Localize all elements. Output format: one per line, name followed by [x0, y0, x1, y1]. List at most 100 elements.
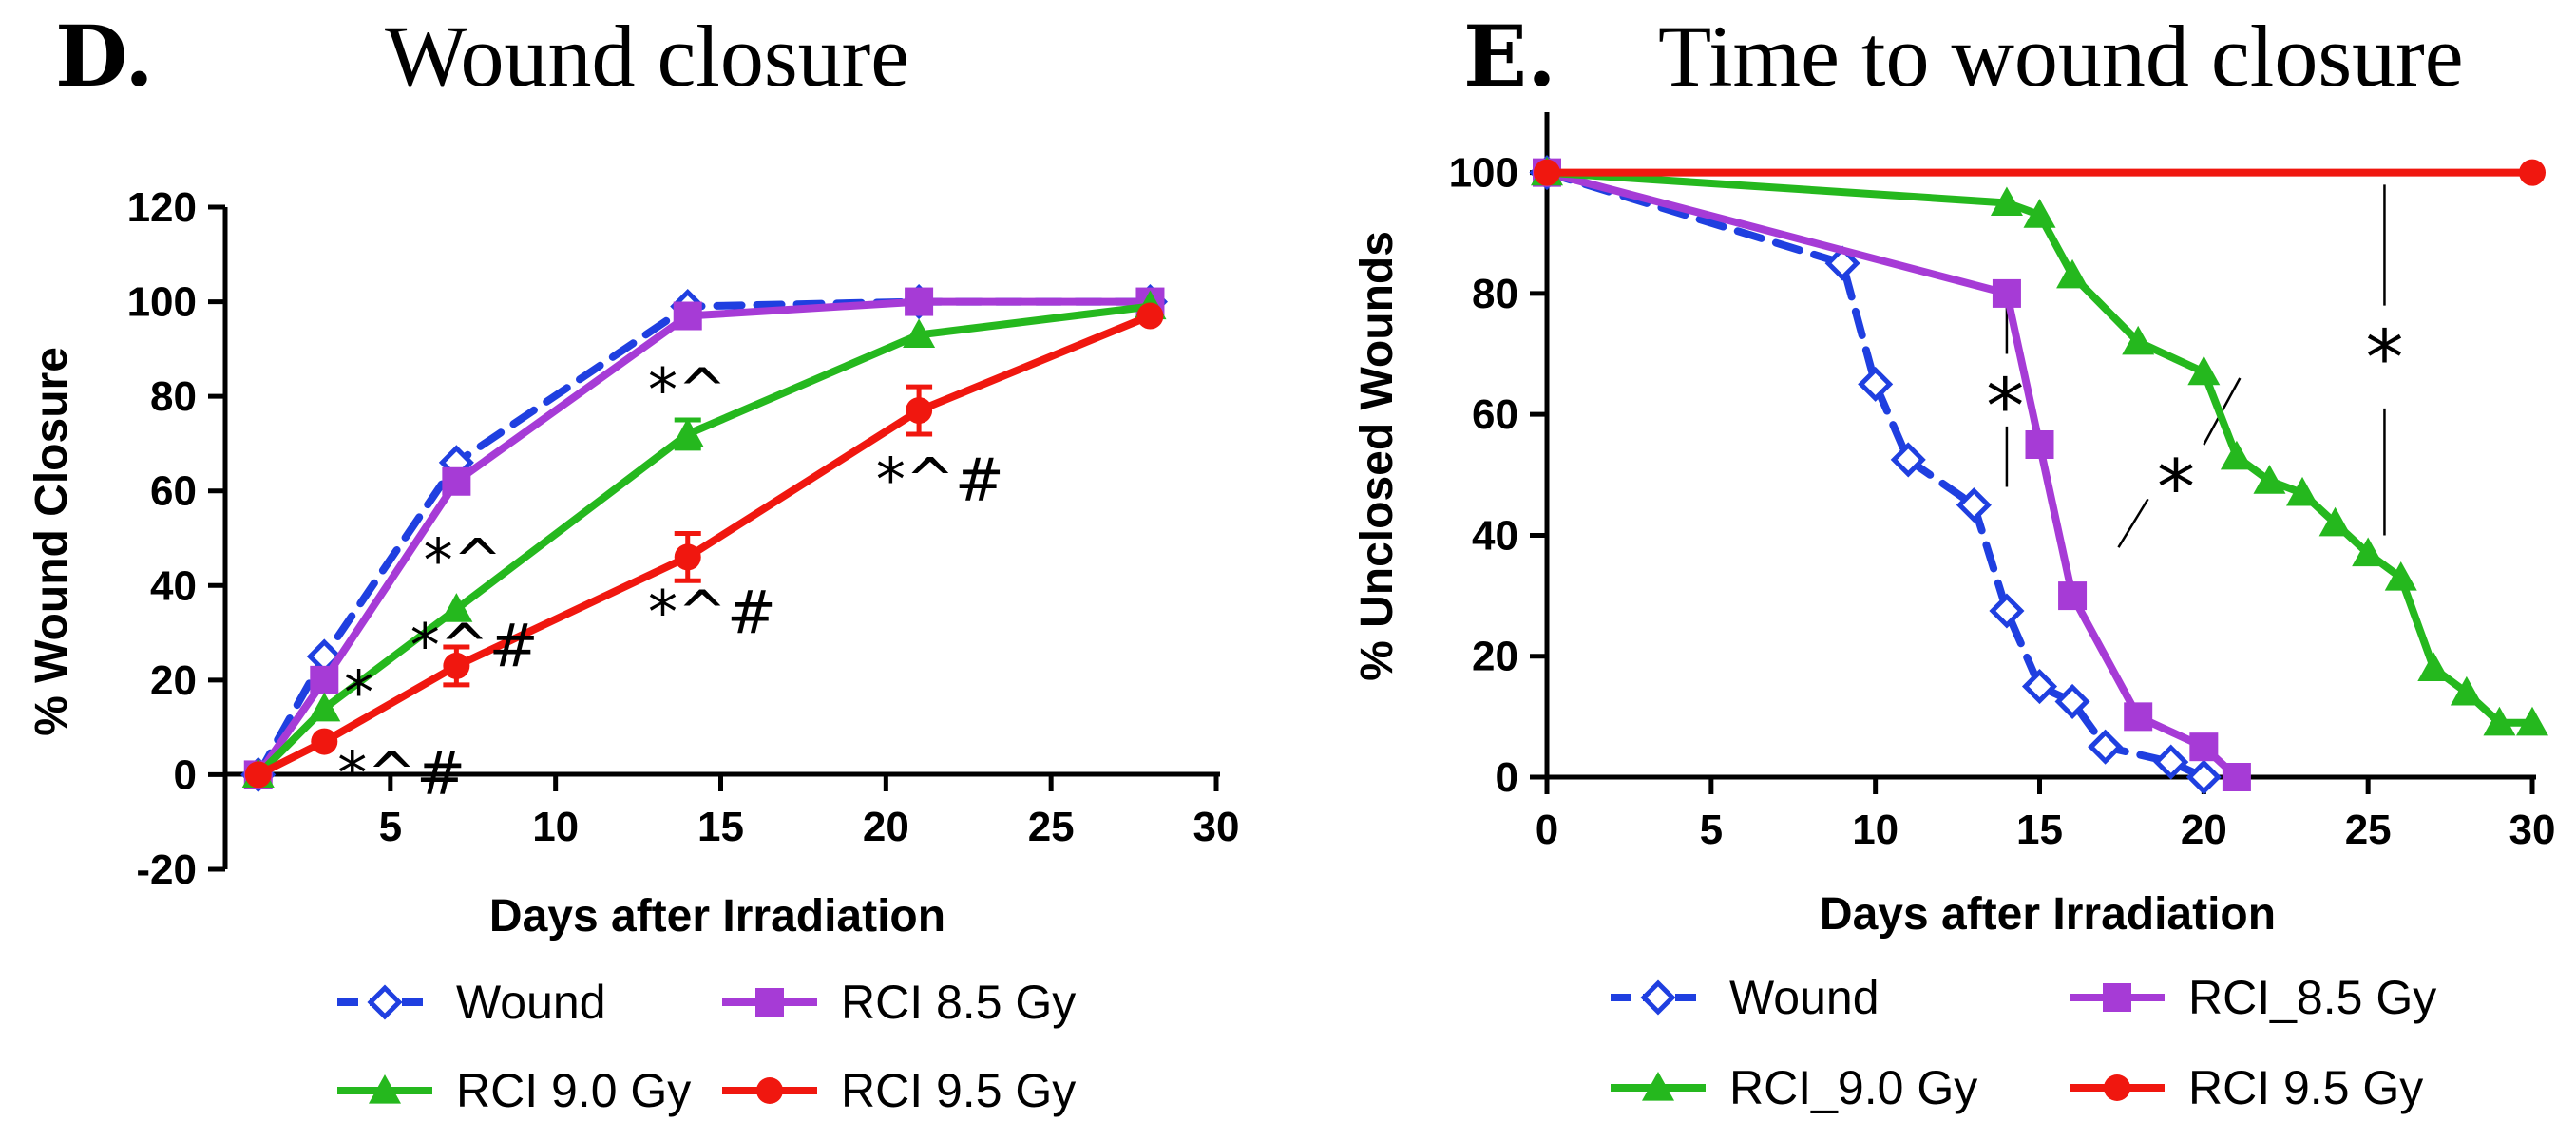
- panel-d-point-rci-9-5-gy: [1136, 302, 1164, 330]
- panel-d-x-axis-title: Days after Irradiation: [489, 891, 945, 941]
- panel-e-point-rci-8-5-gy: [2124, 702, 2153, 732]
- panel-e-x-tick-label: 5: [1700, 807, 1723, 853]
- panel-d-legend-label: RCI 9.5 Gy: [841, 1064, 1076, 1117]
- panel-e-point-wound: [1956, 487, 1992, 523]
- panel-d-y-tick-label: 20: [150, 657, 197, 704]
- panel-e-series-rci-9-5-gy: [1534, 159, 2546, 186]
- panel-d-series-rci-9-5-gy: [244, 302, 1164, 789]
- panel-e-point-rci-8-5-gy: [2025, 430, 2054, 459]
- panel-d-y-tick-label: 120: [127, 184, 197, 231]
- panel-d-x-tick-label: 25: [1028, 804, 1075, 850]
- panel-d-legend-item-rci-9-0-gy: RCI 9.0 Gy: [337, 1064, 691, 1117]
- panel-d-legend-item-rci-8-5-gy: RCI 8.5 Gy: [722, 976, 1076, 1029]
- panel-e-point-rci-9-0-gy: [2417, 652, 2451, 682]
- panel-d-significance-label: *^#: [410, 611, 539, 680]
- panel-e-point-rci-8-5-gy: [2189, 732, 2219, 762]
- panel-e-point-rci-8-5-gy: [1992, 278, 2021, 308]
- panel-e-x-tick-label: 10: [1852, 807, 1899, 853]
- panel-e-legend-item-rci-9-0-gy: RCI_9.0 Gy: [1611, 1061, 1977, 1114]
- panel-e-significance-label: *: [2365, 314, 2403, 402]
- panel-e-legend-label: RCI_9.0 Gy: [1729, 1061, 1977, 1114]
- panel-e-significance-line: [2117, 498, 2149, 548]
- panel-e-legend-item-wound: Wound: [1611, 971, 1880, 1024]
- panel-e-series-rci-9-0-gy: [1531, 156, 2548, 736]
- panel-d-x-tick-label: 15: [697, 804, 744, 850]
- panel-d-y-tick-label: 0: [174, 751, 197, 798]
- panel-e-series-line-rci-8-5-gy: [1543, 168, 2241, 781]
- panel-e-point-rci-9-0-gy: [2450, 675, 2483, 706]
- panel-d-point-rci-9-5-gy: [674, 543, 701, 571]
- panel-e-point-rci-9-5-gy: [2519, 159, 2546, 186]
- panel-e-point-rci-9-0-gy: [2384, 561, 2417, 591]
- panel-e-legend-label: RCI_8.5 Gy: [2188, 971, 2436, 1024]
- panel-d-point-rci-9-0-gy: [671, 417, 704, 447]
- panel-e-point-rci-9-0-gy: [1990, 186, 2023, 217]
- panel-d-series-rci-8-5-gy: [243, 287, 1165, 789]
- panel-d-wound-closure-chart: D. Wound closure % Wound Closure Days af…: [27, 7, 1239, 1117]
- panel-e-point-rci-9-0-gy: [2187, 355, 2221, 386]
- panel-e-legend-item-rci-8-5-gy: RCI_8.5 Gy: [2070, 971, 2436, 1024]
- panel-e-x-tick-label: 30: [2509, 807, 2556, 853]
- panel-d-legend-item-wound: Wound: [337, 976, 606, 1029]
- panel-d-x-tick-label: 30: [1193, 804, 1240, 850]
- panel-e-point-rci-9-0-gy: [2286, 476, 2319, 506]
- panel-e-x-tick-label: 0: [1536, 807, 1558, 853]
- panel-e-point-wound: [2185, 759, 2222, 795]
- panel-e-point-rci-9-0-gy: [2516, 706, 2548, 736]
- panel-e-y-tick-label: 40: [1472, 512, 1518, 559]
- panel-d-point-rci-9-5-gy: [906, 397, 933, 425]
- panel-d-significance-label: *^#: [337, 738, 466, 808]
- panel-d-annotations: * *^# *^ *^# *^ *^# *^#: [337, 355, 1004, 808]
- panel-d-point-rci-8-5-gy: [310, 665, 339, 694]
- panel-e-series: [1529, 155, 2548, 795]
- panel-d-point-rci-9-0-gy: [903, 318, 936, 349]
- panel-e-point-rci-9-0-gy: [2352, 537, 2385, 567]
- panel-d-significance-label: *^#: [648, 578, 776, 647]
- panel-e-series-rci-8-5-gy: [1533, 158, 2251, 791]
- panel-e-legend: Wound RCI_8.5 Gy RCI_9.0 Gy RCI 9.5 Gy: [1611, 971, 2436, 1114]
- panel-e-axes: 0 20 40 60 80 100 0 5 10 15 20 25 30: [1449, 112, 2556, 853]
- panel-e-letter: E.: [1463, 7, 1556, 105]
- panel-e-point-wound: [1824, 245, 1860, 281]
- panel-e-point-rci-9-0-gy: [2122, 325, 2155, 355]
- panel-e-x-tick-label: 25: [2345, 807, 2392, 853]
- panel-d-point-rci-9-0-gy: [440, 593, 473, 622]
- panel-e-x-tick-label: 15: [2016, 807, 2063, 853]
- panel-e-point-wound: [2054, 683, 2090, 719]
- panel-d-legend: Wound RCI 8.5 Gy RCI 9.0 Gy RCI 9.5 Gy: [337, 976, 1076, 1117]
- panel-e-y-tick-label: 20: [1472, 634, 1518, 680]
- panel-d-y-tick-label: -20: [136, 846, 197, 893]
- panel-e-point-rci-9-0-gy: [2023, 199, 2056, 228]
- panel-d-point-rci-8-5-gy: [442, 466, 471, 496]
- panel-d-x-tick-label: 10: [532, 804, 579, 850]
- panel-d-legend-label: RCI 9.0 Gy: [456, 1064, 691, 1117]
- panel-d-legend-label: RCI 8.5 Gy: [841, 976, 1076, 1029]
- panel-e-x-axis-title: Days after Irradiation: [1820, 889, 2276, 940]
- panel-d-point-rci-8-5-gy: [905, 287, 934, 316]
- panel-e-y-tick-label: 60: [1472, 391, 1518, 438]
- panel-d-point-rci-9-5-gy: [244, 761, 272, 789]
- panel-d-y-tick-label: 80: [150, 373, 197, 420]
- panel-e-point-rci-8-5-gy: [2222, 763, 2251, 791]
- panel-d-legend-marker-rci-9-0-gy: [369, 1074, 401, 1104]
- panel-e-legend-label: RCI 9.5 Gy: [2188, 1061, 2423, 1114]
- panel-e-point-rci-9-0-gy: [2220, 440, 2253, 470]
- panel-d-legend-marker-rci-9-5-gy: [756, 1077, 783, 1104]
- panel-d-significance-label: *^: [648, 355, 727, 425]
- panel-d-y-axis-title: % Wound Closure: [27, 347, 77, 736]
- panel-e-legend-marker-rci-8-5-gy: [2103, 983, 2131, 1012]
- panel-d-legend-marker-wound: [367, 984, 403, 1020]
- panel-e-series-line-wound: [1543, 168, 2208, 781]
- panel-d-legend-label: Wound: [456, 976, 606, 1029]
- panel-e-point-wound: [1989, 593, 2025, 629]
- panel-e-point-rci-9-5-gy: [1534, 159, 1560, 186]
- panel-e-y-tick-label: 0: [1496, 754, 1518, 801]
- panel-e-point-rci-9-0-gy: [2318, 506, 2352, 537]
- panel-d-letter: D.: [55, 7, 154, 105]
- panel-e-y-axis-title: % Unclosed Wounds: [1352, 231, 1402, 681]
- panel-e-annotations: * * *: [1986, 314, 2403, 532]
- panel-d-y-tick-label: 60: [150, 468, 197, 515]
- panel-e-title: Time to wound closure: [1658, 8, 2464, 105]
- panel-e-y-tick-label: 100: [1449, 150, 1518, 197]
- panel-d-series-line-rci-8-5-gy: [254, 297, 1154, 779]
